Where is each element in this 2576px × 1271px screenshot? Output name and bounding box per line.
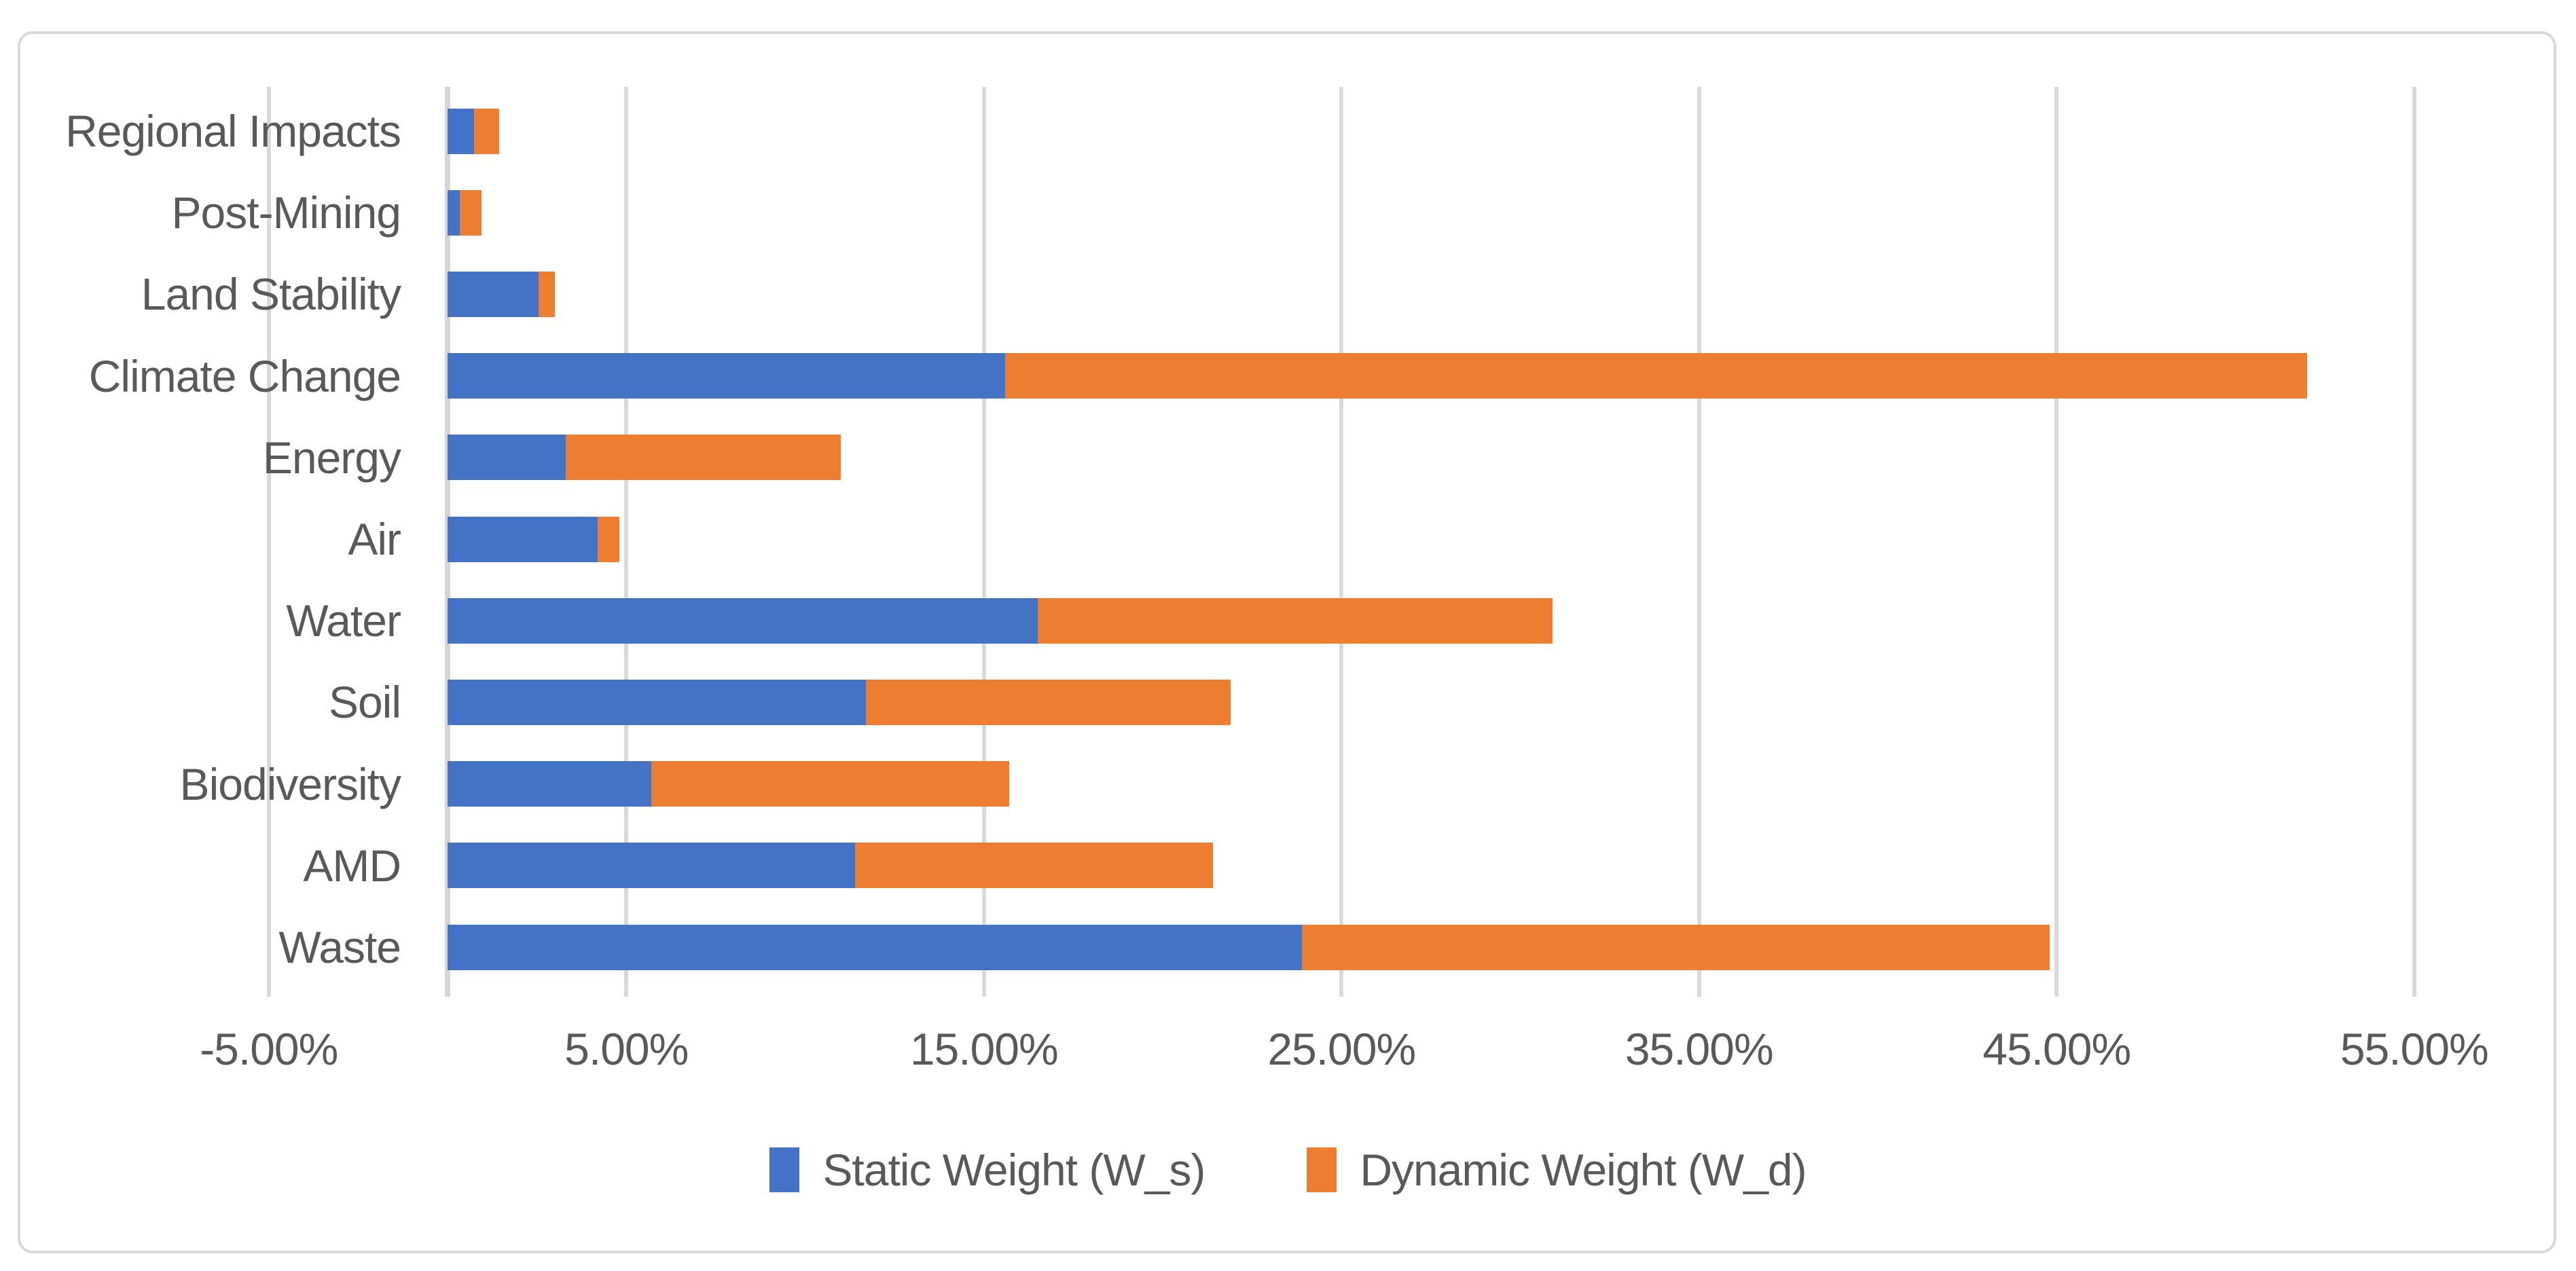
- x-tick-label-35pct: 35.00%: [1625, 1024, 1774, 1074]
- bar-segment-static-amd: [448, 843, 856, 889]
- legend-label-dynamic-weight: Dynamic Weight (W_d): [1360, 1145, 1807, 1195]
- bar-segment-dynamic-land-stability: [539, 271, 555, 317]
- category-label-land-stability: Land Stability: [141, 269, 401, 320]
- bar-segment-static-regional-impacts: [448, 108, 475, 154]
- bar-segment-dynamic-regional-impacts: [474, 108, 500, 154]
- category-label-regional-impacts: Regional Impacts: [65, 106, 401, 156]
- category-label-waste: Waste: [278, 922, 401, 972]
- bar-segment-dynamic-waste: [1302, 924, 2050, 970]
- legend-item-dynamic-weight: Dynamic Weight (W_d): [1307, 1144, 1807, 1196]
- bar-segment-static-waste: [448, 924, 1303, 970]
- bar-segment-static-energy: [448, 435, 566, 481]
- legend: Static Weight (W_s) Dynamic Weight (W_d): [0, 1139, 2576, 1200]
- gridline-35pct: [1697, 87, 1701, 997]
- x-tick-label-15pct: 15.00%: [909, 1024, 1059, 1074]
- x-tick-label-25pct: 25.00%: [1267, 1024, 1416, 1074]
- bar-segment-dynamic-energy: [565, 435, 841, 481]
- category-label-air: Air: [348, 514, 401, 564]
- legend-swatch-static-weight-icon: [769, 1147, 800, 1192]
- bar-segment-dynamic-soil: [866, 679, 1231, 725]
- gridline-55pct: [2412, 87, 2416, 997]
- category-label-soil: Soil: [328, 677, 401, 728]
- gridline-15pct: [981, 87, 986, 997]
- bar-segment-static-biodiversity: [448, 761, 652, 807]
- bar-segment-static-water: [448, 597, 1038, 644]
- legend-item-static-weight: Static Weight (W_s): [769, 1144, 1205, 1196]
- bar-segment-dynamic-water: [1037, 597, 1553, 644]
- bar-segment-static-climate-change: [448, 353, 1006, 399]
- category-label-biodiversity: Biodiversity: [179, 758, 401, 809]
- x-tick-label-45pct: 45.00%: [1982, 1024, 2131, 1074]
- chart-border: [18, 31, 2556, 1253]
- bar-segment-dynamic-amd: [855, 843, 1213, 889]
- x-tick-label--5pct: -5.00%: [200, 1024, 338, 1074]
- x-tick-label-5pct: 5.00%: [564, 1024, 689, 1074]
- bar-segment-static-soil: [448, 679, 866, 725]
- category-label-post-mining: Post-Mining: [171, 187, 401, 238]
- bar-segment-static-land-stability: [448, 271, 539, 317]
- bar-segment-dynamic-air: [598, 516, 619, 562]
- bar-segment-dynamic-climate-change: [1005, 353, 2307, 399]
- legend-swatch-dynamic-weight-icon: [1307, 1147, 1337, 1192]
- bar-segment-static-air: [448, 516, 598, 562]
- gridline--5pct: [266, 87, 271, 997]
- bar-segment-dynamic-biodiversity: [651, 761, 1009, 807]
- category-label-energy: Energy: [262, 432, 401, 483]
- gridline-5pct: [624, 87, 629, 997]
- gridline-45pct: [2054, 87, 2059, 997]
- bar-segment-static-post-mining: [448, 189, 460, 236]
- bar-segment-dynamic-post-mining: [460, 189, 482, 236]
- category-label-water: Water: [286, 595, 401, 646]
- x-tick-label-55pct: 55.00%: [2340, 1024, 2489, 1074]
- legend-label-static-weight: Static Weight (W_s): [822, 1145, 1205, 1195]
- category-label-climate-change: Climate Change: [88, 350, 401, 401]
- gridline-25pct: [1339, 87, 1344, 997]
- category-label-amd: AMD: [303, 840, 401, 891]
